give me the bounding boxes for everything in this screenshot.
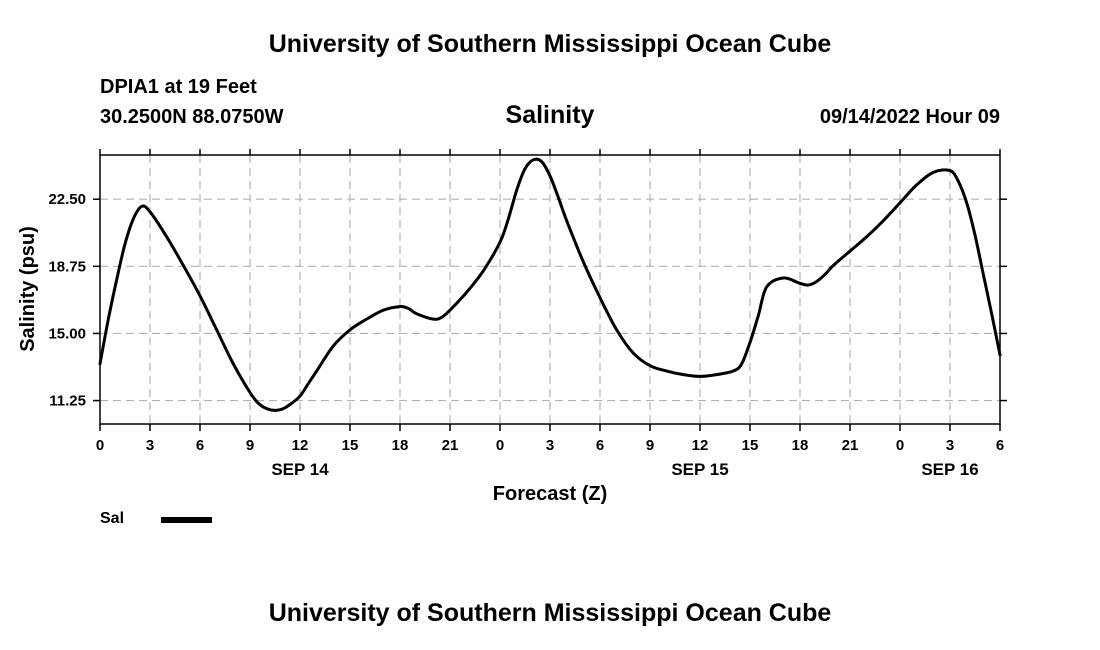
x-tick-label: 3 [546, 437, 554, 454]
x-tick-label: 12 [292, 437, 309, 454]
date-label: SEP 15 [671, 460, 728, 479]
y-tick-label: 11.25 [49, 393, 86, 410]
legend-label: Sal [100, 510, 125, 527]
main-title: University of Southern Mississippi Ocean… [268, 30, 832, 58]
y-tick-label: 18.75 [48, 258, 86, 275]
x-tick-label: 9 [246, 437, 254, 454]
datetime-label: 09/14/2022 Hour 09 [819, 106, 1000, 128]
x-tick-label: 21 [442, 437, 459, 454]
x-tick-label: 9 [646, 437, 654, 454]
x-tick-label: 18 [792, 437, 809, 454]
x-tick-label: 0 [896, 437, 904, 454]
x-tick-label: 15 [742, 437, 759, 454]
x-axis-title: Forecast (Z) [493, 483, 607, 505]
y-tick-label: 22.50 [48, 191, 86, 208]
legend-swatch [161, 517, 212, 523]
date-label: SEP 16 [921, 460, 978, 479]
axis-labels: 0 3 6 9 12 15 18 21 0 3 6 9 12 15 18 21 0 3 6 11.25 15.00 18.… [48, 191, 1004, 479]
chart-title: Salinity [505, 101, 595, 129]
x-tick-label: 6 [596, 437, 604, 454]
x-tick-label: 15 [342, 437, 359, 454]
date-label: SEP 14 [271, 460, 329, 479]
y-tick-label: 15.00 [48, 325, 86, 342]
grid-lines [100, 155, 1000, 424]
footer-title: University of Southern Mississippi Ocean… [268, 599, 832, 627]
x-tick-label: 6 [996, 437, 1004, 454]
x-tick-label: 6 [196, 437, 204, 454]
station-label: DPIA1 at 19 Feet [100, 76, 257, 98]
x-tick-label: 0 [96, 437, 104, 454]
x-tick-label: 21 [842, 437, 859, 454]
x-tick-label: 0 [496, 437, 504, 454]
x-tick-label: 12 [692, 437, 709, 454]
x-tick-label: 3 [146, 437, 154, 454]
series-line-sal [98, 157, 1002, 412]
axis-ticks [93, 149, 1007, 431]
x-tick-label: 18 [392, 437, 409, 454]
coordinates-label: 30.2500N 88.0750W [100, 106, 284, 128]
x-tick-label: 3 [946, 437, 954, 454]
y-axis-title: Salinity (psu) [17, 226, 39, 352]
